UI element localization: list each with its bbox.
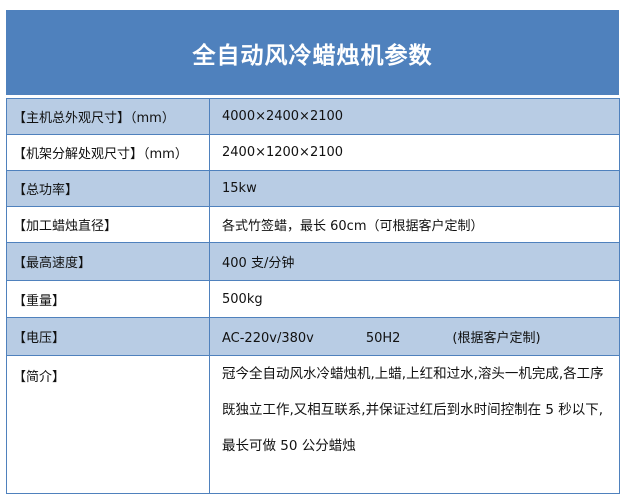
- voltage-note: (根据客户定制): [452, 331, 541, 346]
- table-row: 【重量】 500kg: [6, 280, 620, 318]
- row-label: 【机架分解处观尺寸】（mm）: [6, 134, 210, 171]
- row-label: 【最高速度】: [6, 242, 210, 281]
- row-value: 4000×2400×2100: [209, 98, 620, 135]
- row-label: 【电压】: [6, 317, 210, 356]
- spec-table: 【主机总外观尺寸】（mm） 4000×2400×2100 【机架分解处观尺寸】（…: [6, 98, 620, 494]
- table-row-voltage: 【电压】 AC-220v/380v 50H2 (根据客户定制): [6, 317, 620, 356]
- row-label: 【简介】: [6, 355, 210, 494]
- row-value: 2400×1200×2100: [209, 134, 620, 171]
- row-value: 400 支/分钟: [209, 242, 620, 281]
- voltage-value: AC-220v/380v: [222, 331, 314, 346]
- table-row: 【机架分解处观尺寸】（mm） 2400×1200×2100: [6, 134, 620, 171]
- row-label: 【主机总外观尺寸】（mm）: [6, 98, 210, 135]
- table-row: 【加工蜡烛直径】 各式竹签蜡，最长 60cm（可根据客户定制）: [6, 206, 620, 243]
- table-row: 【主机总外观尺寸】（mm） 4000×2400×2100: [6, 98, 620, 135]
- row-value: 各式竹签蜡，最长 60cm（可根据客户定制）: [209, 206, 620, 243]
- intro-text: 冠今全自动风水冷蜡烛机,上蜡,上红和过水,溶头一机完成,各工序既独立工作,又相互…: [222, 366, 604, 454]
- row-value: 冠今全自动风水冷蜡烛机,上蜡,上红和过水,溶头一机完成,各工序既独立工作,又相互…: [209, 355, 620, 494]
- table-row-intro: 【简介】 冠今全自动风水冷蜡烛机,上蜡,上红和过水,溶头一机完成,各工序既独立工…: [6, 355, 620, 494]
- row-label: 【总功率】: [6, 170, 210, 207]
- row-value: 15kw: [209, 170, 620, 207]
- frequency-value: 50H2: [365, 331, 401, 346]
- row-label: 【重量】: [6, 280, 210, 318]
- row-value: 500kg: [209, 280, 620, 318]
- row-value: AC-220v/380v 50H2 (根据客户定制): [209, 317, 620, 356]
- table-row: 【最高速度】 400 支/分钟: [6, 242, 620, 281]
- table-row: 【总功率】 15kw: [6, 170, 620, 207]
- page-title: 全自动风冷蜡烛机参数: [6, 10, 619, 95]
- row-label: 【加工蜡烛直径】: [6, 206, 210, 243]
